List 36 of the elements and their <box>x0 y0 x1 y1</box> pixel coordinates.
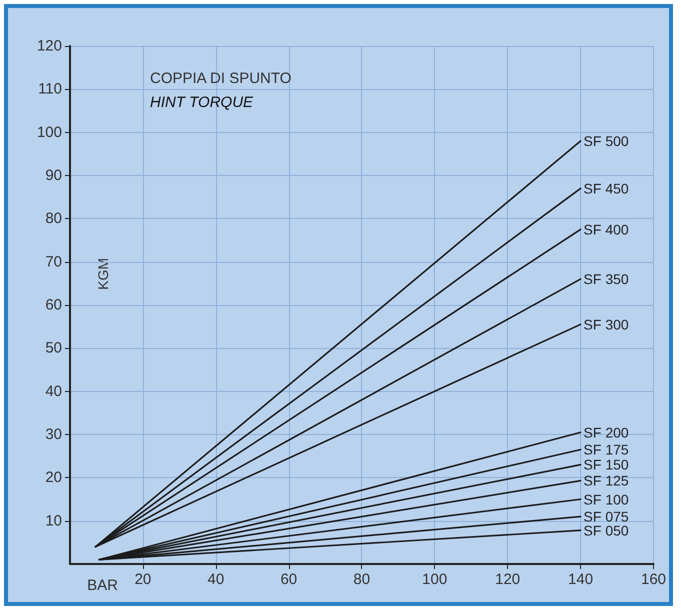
y-tick-label: 80 <box>45 210 62 228</box>
x-tick-label: 100 <box>422 571 448 588</box>
x-tick-label: 160 <box>640 571 666 588</box>
text: HINT TORQUE <box>150 94 254 111</box>
y-tick-label: 20 <box>45 469 62 486</box>
y-tick-label: 40 <box>45 382 62 400</box>
y-tick-label: 70 <box>45 253 62 270</box>
series-label: SF 200 <box>584 424 629 440</box>
series-label: SF 075 <box>584 508 629 525</box>
series-label: SF 175 <box>584 442 629 458</box>
series-label: SF 500 <box>584 132 629 149</box>
series-label: SF 300 <box>584 316 629 332</box>
y-tick-label: 90 <box>45 167 62 184</box>
y-tick-label: 110 <box>38 80 62 98</box>
series-label: SF 350 <box>584 271 629 288</box>
x-tick-label: 120 <box>495 571 520 588</box>
y-axis-title: KGM <box>95 258 111 290</box>
y-tick-label: 120 <box>36 38 62 54</box>
x-tick-label: 60 <box>280 571 298 588</box>
series-label: SF 125 <box>584 472 629 489</box>
x-tick-label: 80 <box>353 571 370 588</box>
series-label: SF 050 <box>584 522 629 538</box>
x-tick-label: 140 <box>568 571 594 588</box>
x-tick-label: 20 <box>134 571 152 588</box>
text: COPPIA DI SPUNTO <box>150 70 292 87</box>
series-label: SF 400 <box>584 221 629 238</box>
y-tick-label: 60 <box>45 296 62 314</box>
y-tick-label: 50 <box>45 340 62 357</box>
y-tick-label: 100 <box>36 124 62 141</box>
series-label: SF 150 <box>584 456 629 473</box>
y-tick-label: 30 <box>45 426 62 443</box>
y-tick-label: 10 <box>45 512 62 530</box>
series-label: SF 100 <box>584 491 629 508</box>
x-tick-label: 40 <box>208 571 224 588</box>
x-axis-title: BAR <box>87 577 118 594</box>
series-label: SF 450 <box>584 180 629 196</box>
